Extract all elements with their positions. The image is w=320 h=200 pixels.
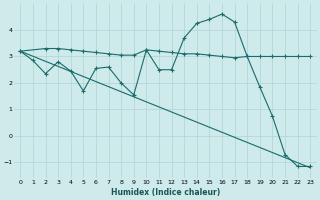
X-axis label: Humidex (Indice chaleur): Humidex (Indice chaleur) [111,188,220,197]
